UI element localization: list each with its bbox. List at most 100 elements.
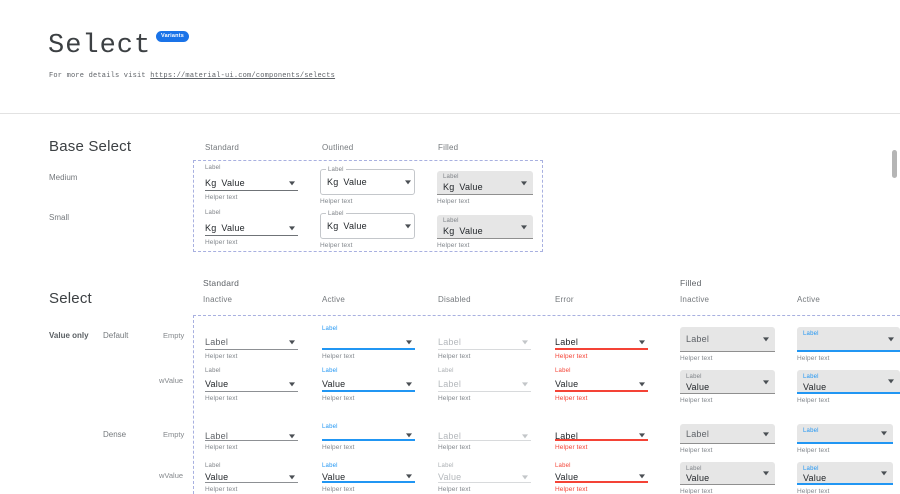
select-control[interactable]: Value: [205, 471, 298, 483]
select-standard-active-wvalue[interactable]: Label Value Helper text: [322, 367, 415, 403]
docs-link[interactable]: https://material-ui.com/components/selec…: [150, 72, 336, 80]
select-control[interactable]: Label: [205, 335, 298, 350]
dropdown-arrow-icon: [406, 381, 412, 386]
select-value: Label: [686, 334, 710, 344]
helper-text: Helper text: [438, 353, 471, 360]
select-value: Kg Value: [205, 178, 245, 188]
helper-text: Helper text: [555, 395, 588, 402]
select-filled-dense-active-empty[interactable]: Label Helper text: [797, 423, 893, 455]
dropdown-arrow-icon: [522, 433, 528, 438]
floating-label: [438, 325, 531, 334]
select-filled-dense-active-wvalue[interactable]: Label Value Helper text: [797, 462, 893, 494]
select-filled-inactive-wvalue[interactable]: Label Value Helper text: [680, 367, 775, 405]
select-control[interactable]: Label Kg Value: [437, 171, 533, 195]
group-header-standard: Standard: [203, 278, 240, 288]
variants-badge: Variants: [156, 31, 190, 42]
select-standard-error-empty[interactable]: Label Helper text: [555, 325, 648, 361]
select-dense-error-wvalue[interactable]: Label Value Helper text: [555, 462, 648, 494]
select-control[interactable]: Label: [555, 335, 648, 350]
select-value: Value: [686, 473, 710, 483]
select-filled-dense-inactive-wvalue[interactable]: Label Value Helper text: [680, 462, 775, 494]
select-control[interactable]: Label: [797, 424, 893, 444]
select-control[interactable]: Label Value: [680, 462, 775, 485]
select-dense-active-wvalue[interactable]: Label Value Helper text: [322, 462, 415, 494]
select-control[interactable]: Value: [322, 377, 415, 392]
select-standard-error-wvalue[interactable]: Label Value Helper text: [555, 367, 648, 403]
select-control[interactable]: Value: [205, 377, 298, 392]
select-value: Kg Value: [327, 177, 367, 187]
helper-text: Helper text: [555, 486, 588, 493]
select-control[interactable]: Label Kg Value: [437, 215, 533, 239]
select-control[interactable]: Label Kg Value: [320, 166, 415, 195]
select-dense-error-empty[interactable]: Label Helper text: [555, 423, 648, 452]
select-value: Label: [438, 337, 462, 347]
helper-text: Helper text: [205, 444, 238, 451]
select-value: Value: [322, 379, 346, 389]
select-control[interactable]: Kg Value: [205, 175, 298, 191]
select-control[interactable]: [322, 335, 415, 350]
select-standard-inactive-wvalue[interactable]: Label Value Helper text: [205, 367, 298, 403]
select-standard-active-empty[interactable]: Label Helper text: [322, 325, 415, 361]
select-control[interactable]: Label Value: [680, 370, 775, 394]
row-header-empty: Empty: [163, 430, 185, 439]
select-standard-inactive-empty[interactable]: Label Helper text: [205, 325, 298, 361]
select-control[interactable]: Label Value: [797, 370, 900, 394]
base-select-outlined-medium[interactable]: Label Kg Value Helper text: [320, 164, 415, 206]
dropdown-arrow-icon: [521, 224, 527, 229]
select-value: Value: [322, 472, 346, 482]
select-filled-active-wvalue[interactable]: Label Value Helper text: [797, 367, 900, 405]
subtitle-text: For more details visit: [49, 72, 151, 80]
select-control[interactable]: Label: [205, 431, 298, 441]
base-select-standard-small[interactable]: Label Kg Value Helper text: [205, 209, 298, 247]
helper-text: Helper text: [680, 355, 713, 362]
select-control[interactable]: Label Kg Value: [320, 210, 415, 239]
helper-text: Helper text: [322, 444, 355, 451]
select-value: Label: [205, 431, 229, 441]
dropdown-arrow-icon: [405, 224, 411, 229]
base-select-standard-medium[interactable]: Label Kg Value Helper text: [205, 164, 298, 202]
adornment: Kg: [327, 177, 339, 187]
column-header-outlined: Outlined: [322, 143, 354, 152]
select-control[interactable]: Label: [797, 327, 900, 352]
select-control[interactable]: Label: [555, 431, 648, 441]
select-control[interactable]: Label Value: [797, 462, 893, 485]
row-category-value-only: Value only: [49, 331, 89, 340]
floating-label: Label: [438, 463, 454, 469]
select-control[interactable]: Label: [680, 424, 775, 444]
select-dense-inactive-wvalue[interactable]: Label Value Helper text: [205, 462, 298, 494]
select-filled-inactive-empty[interactable]: Label Helper text: [680, 325, 775, 363]
select-control[interactable]: Kg Value: [205, 220, 298, 236]
floating-label: Label: [205, 210, 221, 216]
floating-label: Label: [205, 463, 221, 469]
select-filled-dense-inactive-empty[interactable]: Label Helper text: [680, 423, 775, 455]
scrollbar-thumb[interactable]: [892, 150, 897, 178]
select-control[interactable]: [322, 431, 415, 441]
base-select-outlined-small[interactable]: Label Kg Value Helper text: [320, 209, 415, 250]
base-select-filled-medium[interactable]: Label Kg Value Helper text: [437, 164, 533, 206]
floating-label: Label: [443, 174, 459, 180]
floating-label: Label: [555, 463, 571, 469]
helper-text: Helper text: [322, 395, 355, 402]
row-header-wvalue: wValue: [159, 471, 184, 480]
helper-text: Helper text: [680, 488, 713, 494]
dropdown-arrow-icon: [405, 180, 411, 185]
dropdown-arrow-icon: [639, 339, 645, 344]
select-control[interactable]: Label: [680, 327, 775, 352]
select-value: Label: [438, 431, 462, 441]
select-control[interactable]: Value: [555, 377, 648, 392]
select-control[interactable]: Value: [322, 471, 415, 483]
dropdown-arrow-icon: [763, 337, 769, 342]
helper-text: Helper text: [437, 198, 470, 205]
select-control[interactable]: Value: [555, 471, 648, 483]
select-filled-active-empty[interactable]: Label Helper text: [797, 325, 900, 363]
helper-text: Helper text: [438, 444, 471, 451]
helper-text: Helper text: [320, 198, 353, 205]
select-dense-active-empty[interactable]: Label Helper text: [322, 423, 415, 452]
select-matrix-guide-box: [193, 315, 900, 494]
helper-text: Helper text: [555, 444, 588, 451]
helper-text: Helper text: [205, 353, 238, 360]
select-dense-inactive-empty[interactable]: Label Helper text: [205, 423, 298, 452]
base-select-filled-small[interactable]: Label Kg Value Helper text: [437, 209, 533, 250]
select-value: Kg Value: [205, 223, 245, 233]
floating-label: Label: [205, 165, 221, 171]
